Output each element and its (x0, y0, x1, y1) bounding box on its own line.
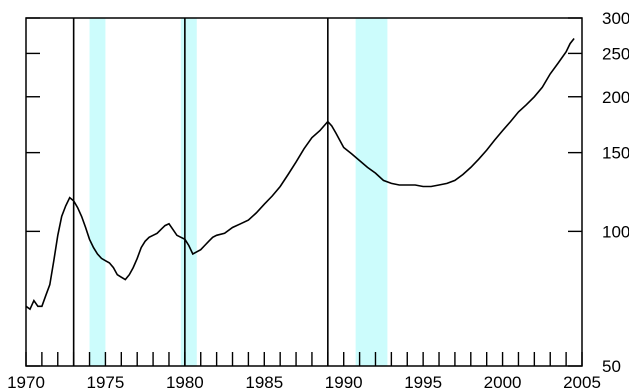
y-tick-label-300: 300 (602, 9, 629, 28)
plot-frame (25, 17, 583, 367)
y-tick-label-50: 50 (602, 357, 621, 376)
x-tick-label-1985: 1985 (245, 373, 283, 390)
x-axis-tick-labels: 1970 1975 1980 1985 1990 1995 2000 2005 (7, 373, 601, 390)
recession-band-3 (355, 18, 388, 366)
x-tick-label-1990: 1990 (325, 373, 363, 390)
y-axis-ticks (26, 17, 582, 367)
x-tick-label-1980: 1980 (166, 373, 204, 390)
y-tick-label-250: 250 (602, 44, 629, 63)
x-tick-label-2005: 2005 (563, 373, 601, 390)
series-line (25, 38, 575, 311)
y-tick-label-150: 150 (602, 144, 629, 163)
y-tick-label-200: 200 (602, 88, 629, 107)
recession-bands (89, 18, 388, 366)
y-tick-label-100: 100 (602, 222, 629, 241)
x-tick-label-2000: 2000 (484, 373, 522, 390)
recession-band-1 (89, 18, 106, 366)
x-tick-label-1970: 1970 (7, 373, 45, 390)
x-axis-ticks (25, 352, 583, 366)
y-axis-tick-labels: 50 100 150 200 250 300 (602, 9, 629, 376)
x-tick-label-1995: 1995 (404, 373, 442, 390)
peak-markers (72, 18, 329, 366)
x-tick-label-1975: 1975 (87, 373, 125, 390)
recession-band-2 (180, 18, 197, 366)
